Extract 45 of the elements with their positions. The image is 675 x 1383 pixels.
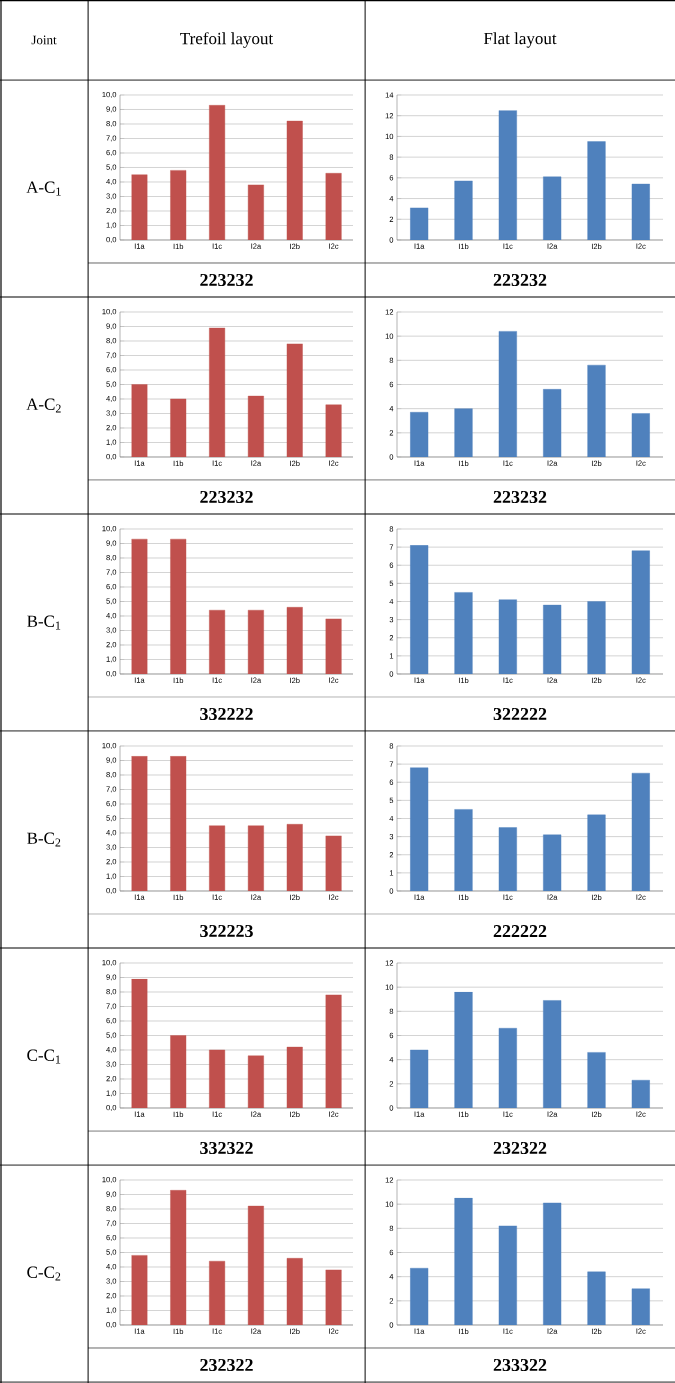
bar <box>410 767 429 891</box>
text: 332322 <box>200 1141 253 1155</box>
chart-title: Trefoil layout <box>180 32 274 48</box>
bar <box>410 545 429 674</box>
text: 322223 <box>200 924 253 938</box>
bar <box>498 1028 517 1108</box>
text: A-C$_{2}$ <box>26 398 61 413</box>
text: 222222 <box>493 925 547 937</box>
bar <box>543 604 562 674</box>
bar <box>587 814 606 891</box>
bar <box>587 601 606 674</box>
bar <box>631 1288 650 1325</box>
text: 332222 <box>200 707 253 721</box>
bar <box>498 827 517 891</box>
text: 322222 <box>493 707 547 721</box>
text: 232322 <box>493 1141 547 1155</box>
bar <box>498 1225 517 1325</box>
bar <box>543 1000 562 1108</box>
bar <box>454 592 473 674</box>
bar <box>543 834 562 891</box>
bar <box>410 1268 429 1325</box>
bar <box>410 1049 429 1108</box>
text: C-C$_{2}$ <box>27 1266 61 1281</box>
bar <box>631 1080 650 1108</box>
bar <box>631 772 650 891</box>
bar <box>587 1271 606 1325</box>
text: 223232 <box>200 273 253 287</box>
text: 232322 <box>200 1358 253 1372</box>
text: 223232 <box>200 490 253 504</box>
bar <box>631 550 650 674</box>
bar <box>454 809 473 891</box>
chart-title: Flat layout <box>483 32 557 48</box>
text: C-C$_{1}$ <box>27 1049 61 1064</box>
text: B-C$_{1}$ <box>27 615 61 630</box>
text: B-C$_{2}$ <box>27 832 61 847</box>
bar <box>454 991 473 1108</box>
text: Joint <box>31 35 57 45</box>
bar <box>498 599 517 674</box>
text: 233322 <box>493 1358 547 1372</box>
bar <box>454 1197 473 1325</box>
bar <box>587 1052 606 1108</box>
bar <box>543 1202 562 1325</box>
text: A-C$_{1}$ <box>26 181 61 196</box>
text: 223232 <box>493 490 547 504</box>
text: 223232 <box>493 273 547 287</box>
